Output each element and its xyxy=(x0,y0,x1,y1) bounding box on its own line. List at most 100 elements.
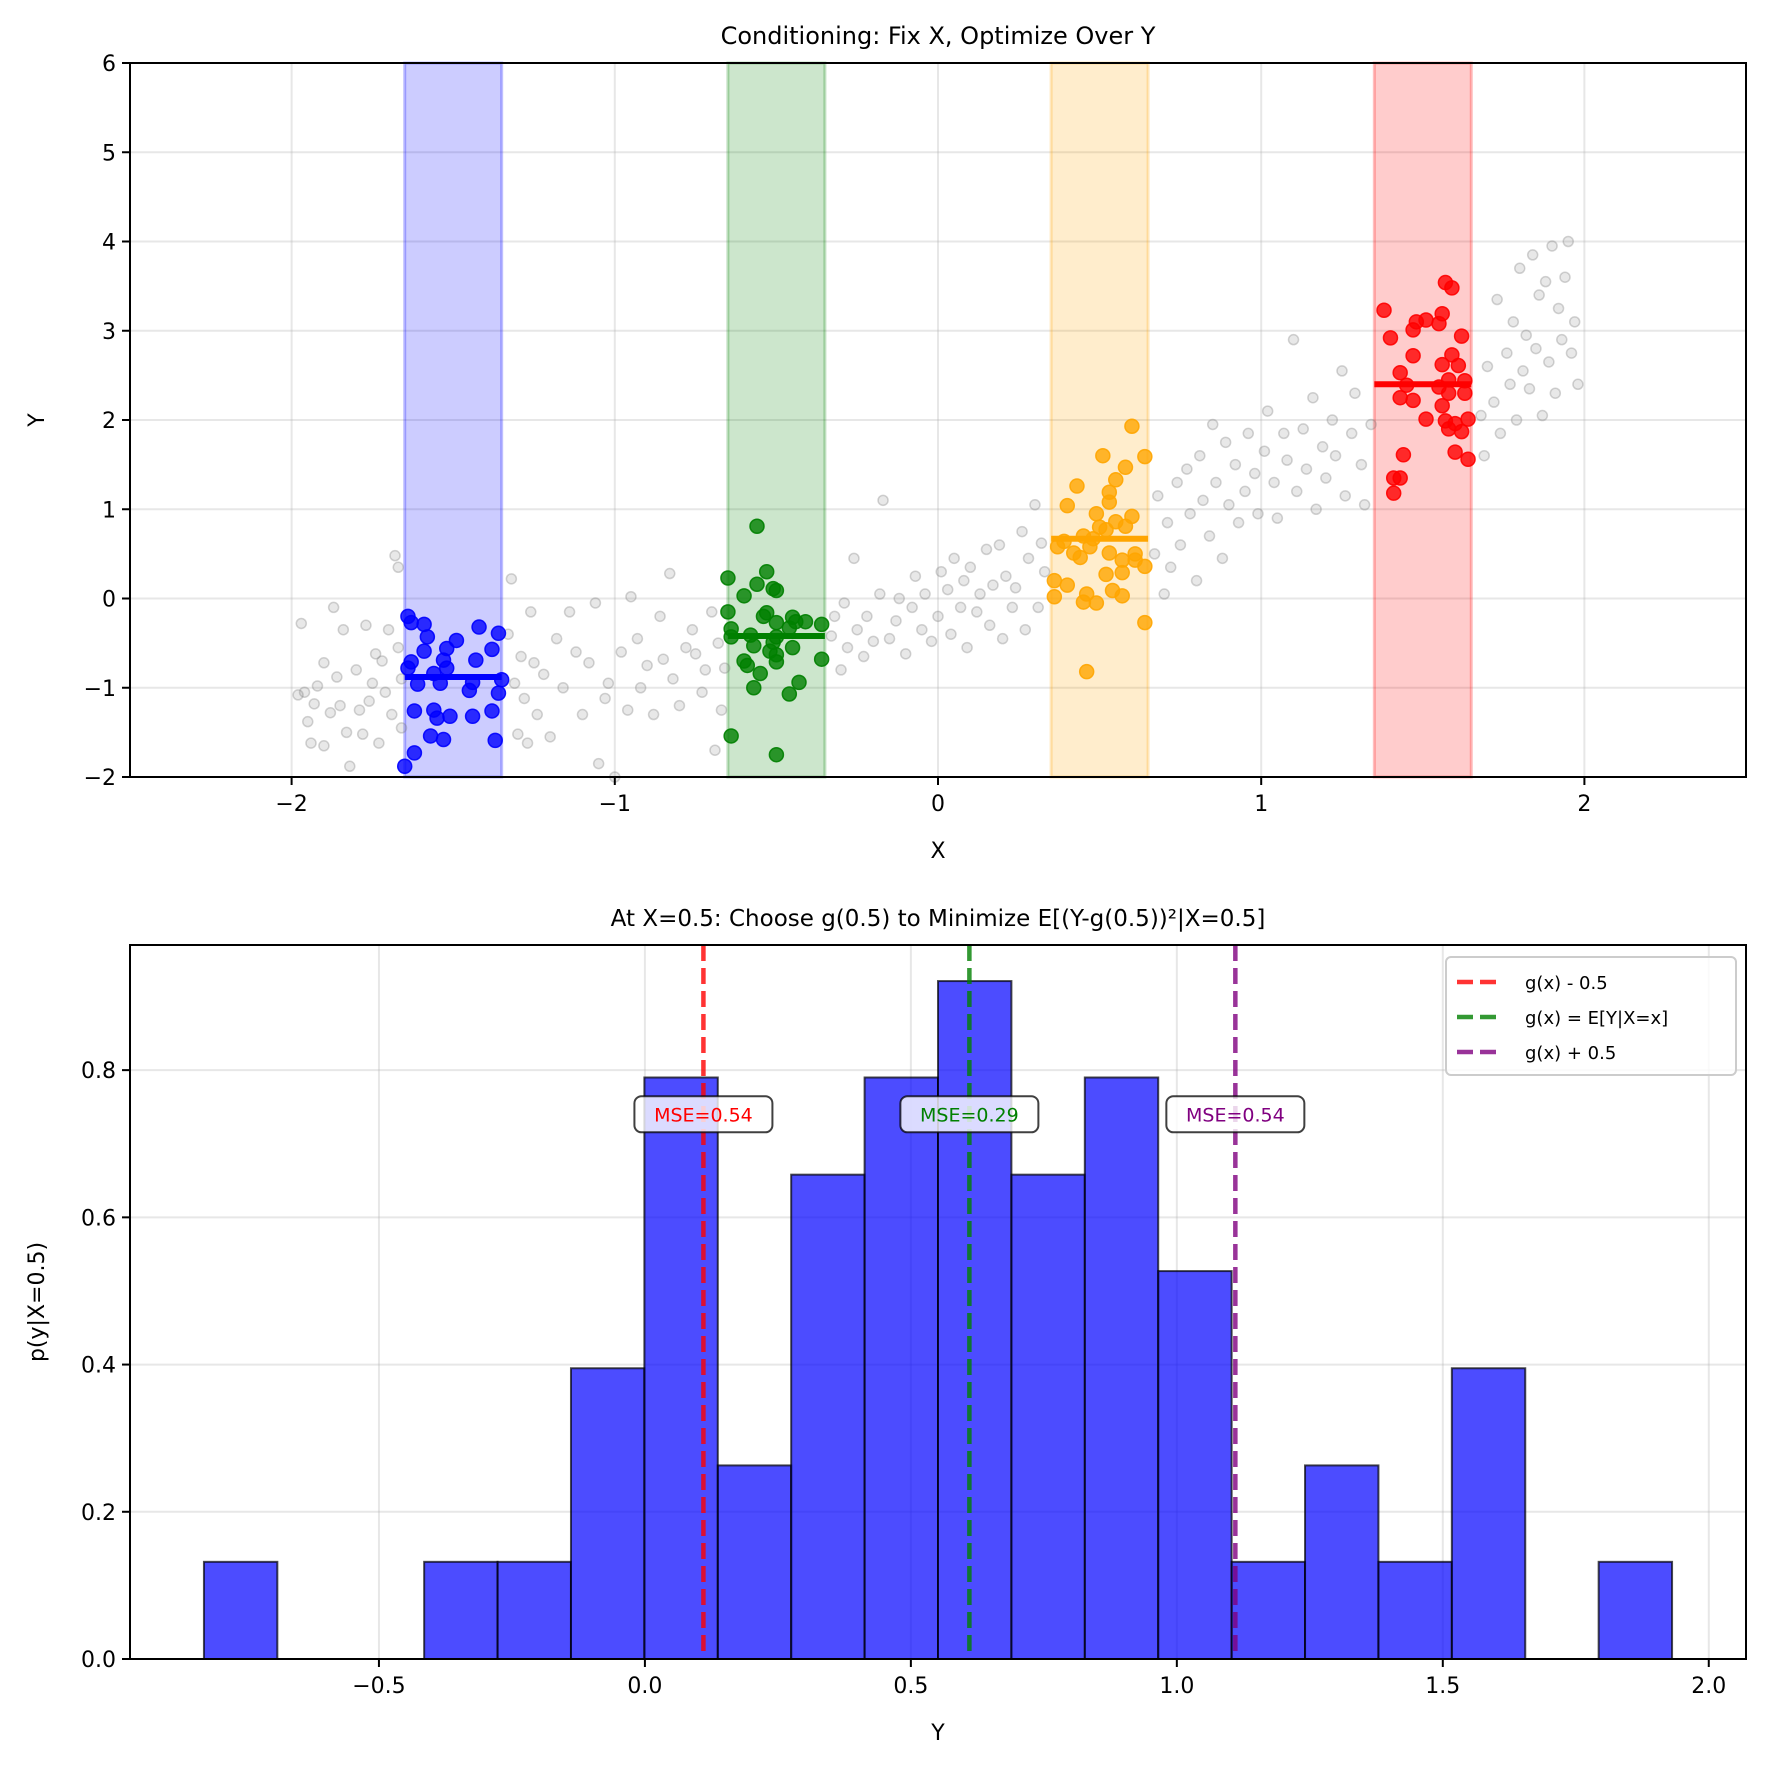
background-point xyxy=(292,689,304,701)
background-point xyxy=(715,704,728,716)
slice-point xyxy=(813,651,830,667)
background-point xyxy=(1523,383,1536,395)
background-point xyxy=(1329,449,1342,462)
background-point xyxy=(1174,539,1187,551)
background-point xyxy=(1206,418,1219,431)
background-point xyxy=(996,632,1009,645)
slice-point xyxy=(1440,385,1457,401)
bottom-x-tick-label: 0.0 xyxy=(627,1674,662,1699)
slice-point xyxy=(781,620,798,636)
background-point xyxy=(366,677,379,690)
background-point xyxy=(615,646,628,658)
slice-point xyxy=(1447,444,1463,460)
background-point xyxy=(525,606,537,618)
slice-point xyxy=(784,639,801,656)
slice-point xyxy=(429,710,445,726)
background-point xyxy=(1504,378,1516,391)
background-point xyxy=(557,682,569,694)
background-point xyxy=(961,641,973,654)
background-point xyxy=(576,708,589,721)
slice-point xyxy=(768,654,785,670)
slice-point xyxy=(723,728,739,744)
background-point xyxy=(906,601,918,614)
histogram-bar xyxy=(1230,1560,1307,1661)
slice-point xyxy=(1124,418,1140,434)
slice-point xyxy=(1440,421,1457,437)
top-y-tick-label: 2 xyxy=(102,409,116,434)
background-point xyxy=(537,668,550,681)
background-point xyxy=(1556,333,1568,346)
background-point xyxy=(363,695,375,707)
slice-point xyxy=(1392,470,1408,486)
slice-point xyxy=(487,732,503,749)
background-point xyxy=(1297,423,1309,435)
background-point xyxy=(667,673,679,685)
bottom-x-tick-label: 1.0 xyxy=(1159,1674,1194,1699)
background-point xyxy=(1194,449,1206,462)
background-point xyxy=(1281,454,1293,466)
mse-label: MSE=0.54 xyxy=(654,1104,753,1126)
background-point xyxy=(1530,342,1542,355)
background-point xyxy=(563,606,576,618)
background-point xyxy=(1029,499,1041,511)
background-point xyxy=(709,744,721,756)
slice-point xyxy=(1137,558,1153,575)
background-point xyxy=(1009,582,1022,594)
background-point xyxy=(851,623,863,636)
background-point xyxy=(1268,476,1280,489)
background-point xyxy=(841,641,854,654)
background-point xyxy=(625,590,637,603)
background-point xyxy=(673,699,686,712)
slice-point xyxy=(752,665,768,682)
background-point xyxy=(848,552,860,565)
background-point xyxy=(1510,414,1523,426)
top-y-tick-label: −1 xyxy=(84,677,116,702)
slice-point xyxy=(1101,545,1118,561)
slice-point xyxy=(403,614,419,631)
reference-lines xyxy=(701,945,1238,1659)
background-point xyxy=(373,737,385,749)
bottom-y-tick-label: 0.8 xyxy=(81,1059,116,1084)
slice-point xyxy=(490,625,507,642)
slice-point xyxy=(746,638,762,654)
background-point xyxy=(1478,449,1490,462)
slice-point xyxy=(1046,572,1063,589)
background-point xyxy=(356,728,369,740)
bottom-chart: At X=0.5: Choose g(0.5) to Minimize E[(Y… xyxy=(25,906,1747,1746)
background-point xyxy=(1148,548,1161,560)
background-point xyxy=(954,601,967,614)
bottom-x-ticks: −0.5 0.0 0.5 1.0 1.5 2.0 xyxy=(352,1659,1726,1699)
background-point xyxy=(1219,436,1232,449)
slice-point xyxy=(1114,588,1130,604)
slice-point xyxy=(768,614,785,631)
background-point xyxy=(1248,467,1261,480)
background-point xyxy=(1539,275,1552,288)
slice-point xyxy=(768,582,785,599)
background-point xyxy=(1520,329,1532,341)
background-point xyxy=(1190,574,1203,587)
background-point xyxy=(941,583,954,596)
background-point xyxy=(980,543,993,556)
background-point xyxy=(919,588,931,600)
background-point xyxy=(531,708,543,721)
slice-point xyxy=(464,708,481,725)
legend-entry: g(x) + 0.5 xyxy=(1525,1043,1616,1064)
background-point xyxy=(334,699,346,712)
background-point xyxy=(1501,347,1513,359)
background-point xyxy=(1536,409,1549,422)
background-point xyxy=(1481,360,1494,373)
slice-point xyxy=(1453,423,1470,440)
background-point xyxy=(1152,490,1164,502)
background-point xyxy=(1339,490,1351,502)
background-point xyxy=(518,692,531,705)
slice-point xyxy=(406,703,423,719)
background-point xyxy=(631,632,644,645)
background-point xyxy=(350,664,362,676)
slice-point xyxy=(471,619,487,635)
background-point xyxy=(1171,476,1183,489)
slice-point xyxy=(1101,494,1118,510)
background-point xyxy=(945,628,957,640)
bottom-y-ticks: 0.0 0.2 0.4 0.6 0.8 xyxy=(81,1059,130,1673)
slice-point xyxy=(396,758,413,775)
top-x-tick-label: 2 xyxy=(1577,792,1591,817)
